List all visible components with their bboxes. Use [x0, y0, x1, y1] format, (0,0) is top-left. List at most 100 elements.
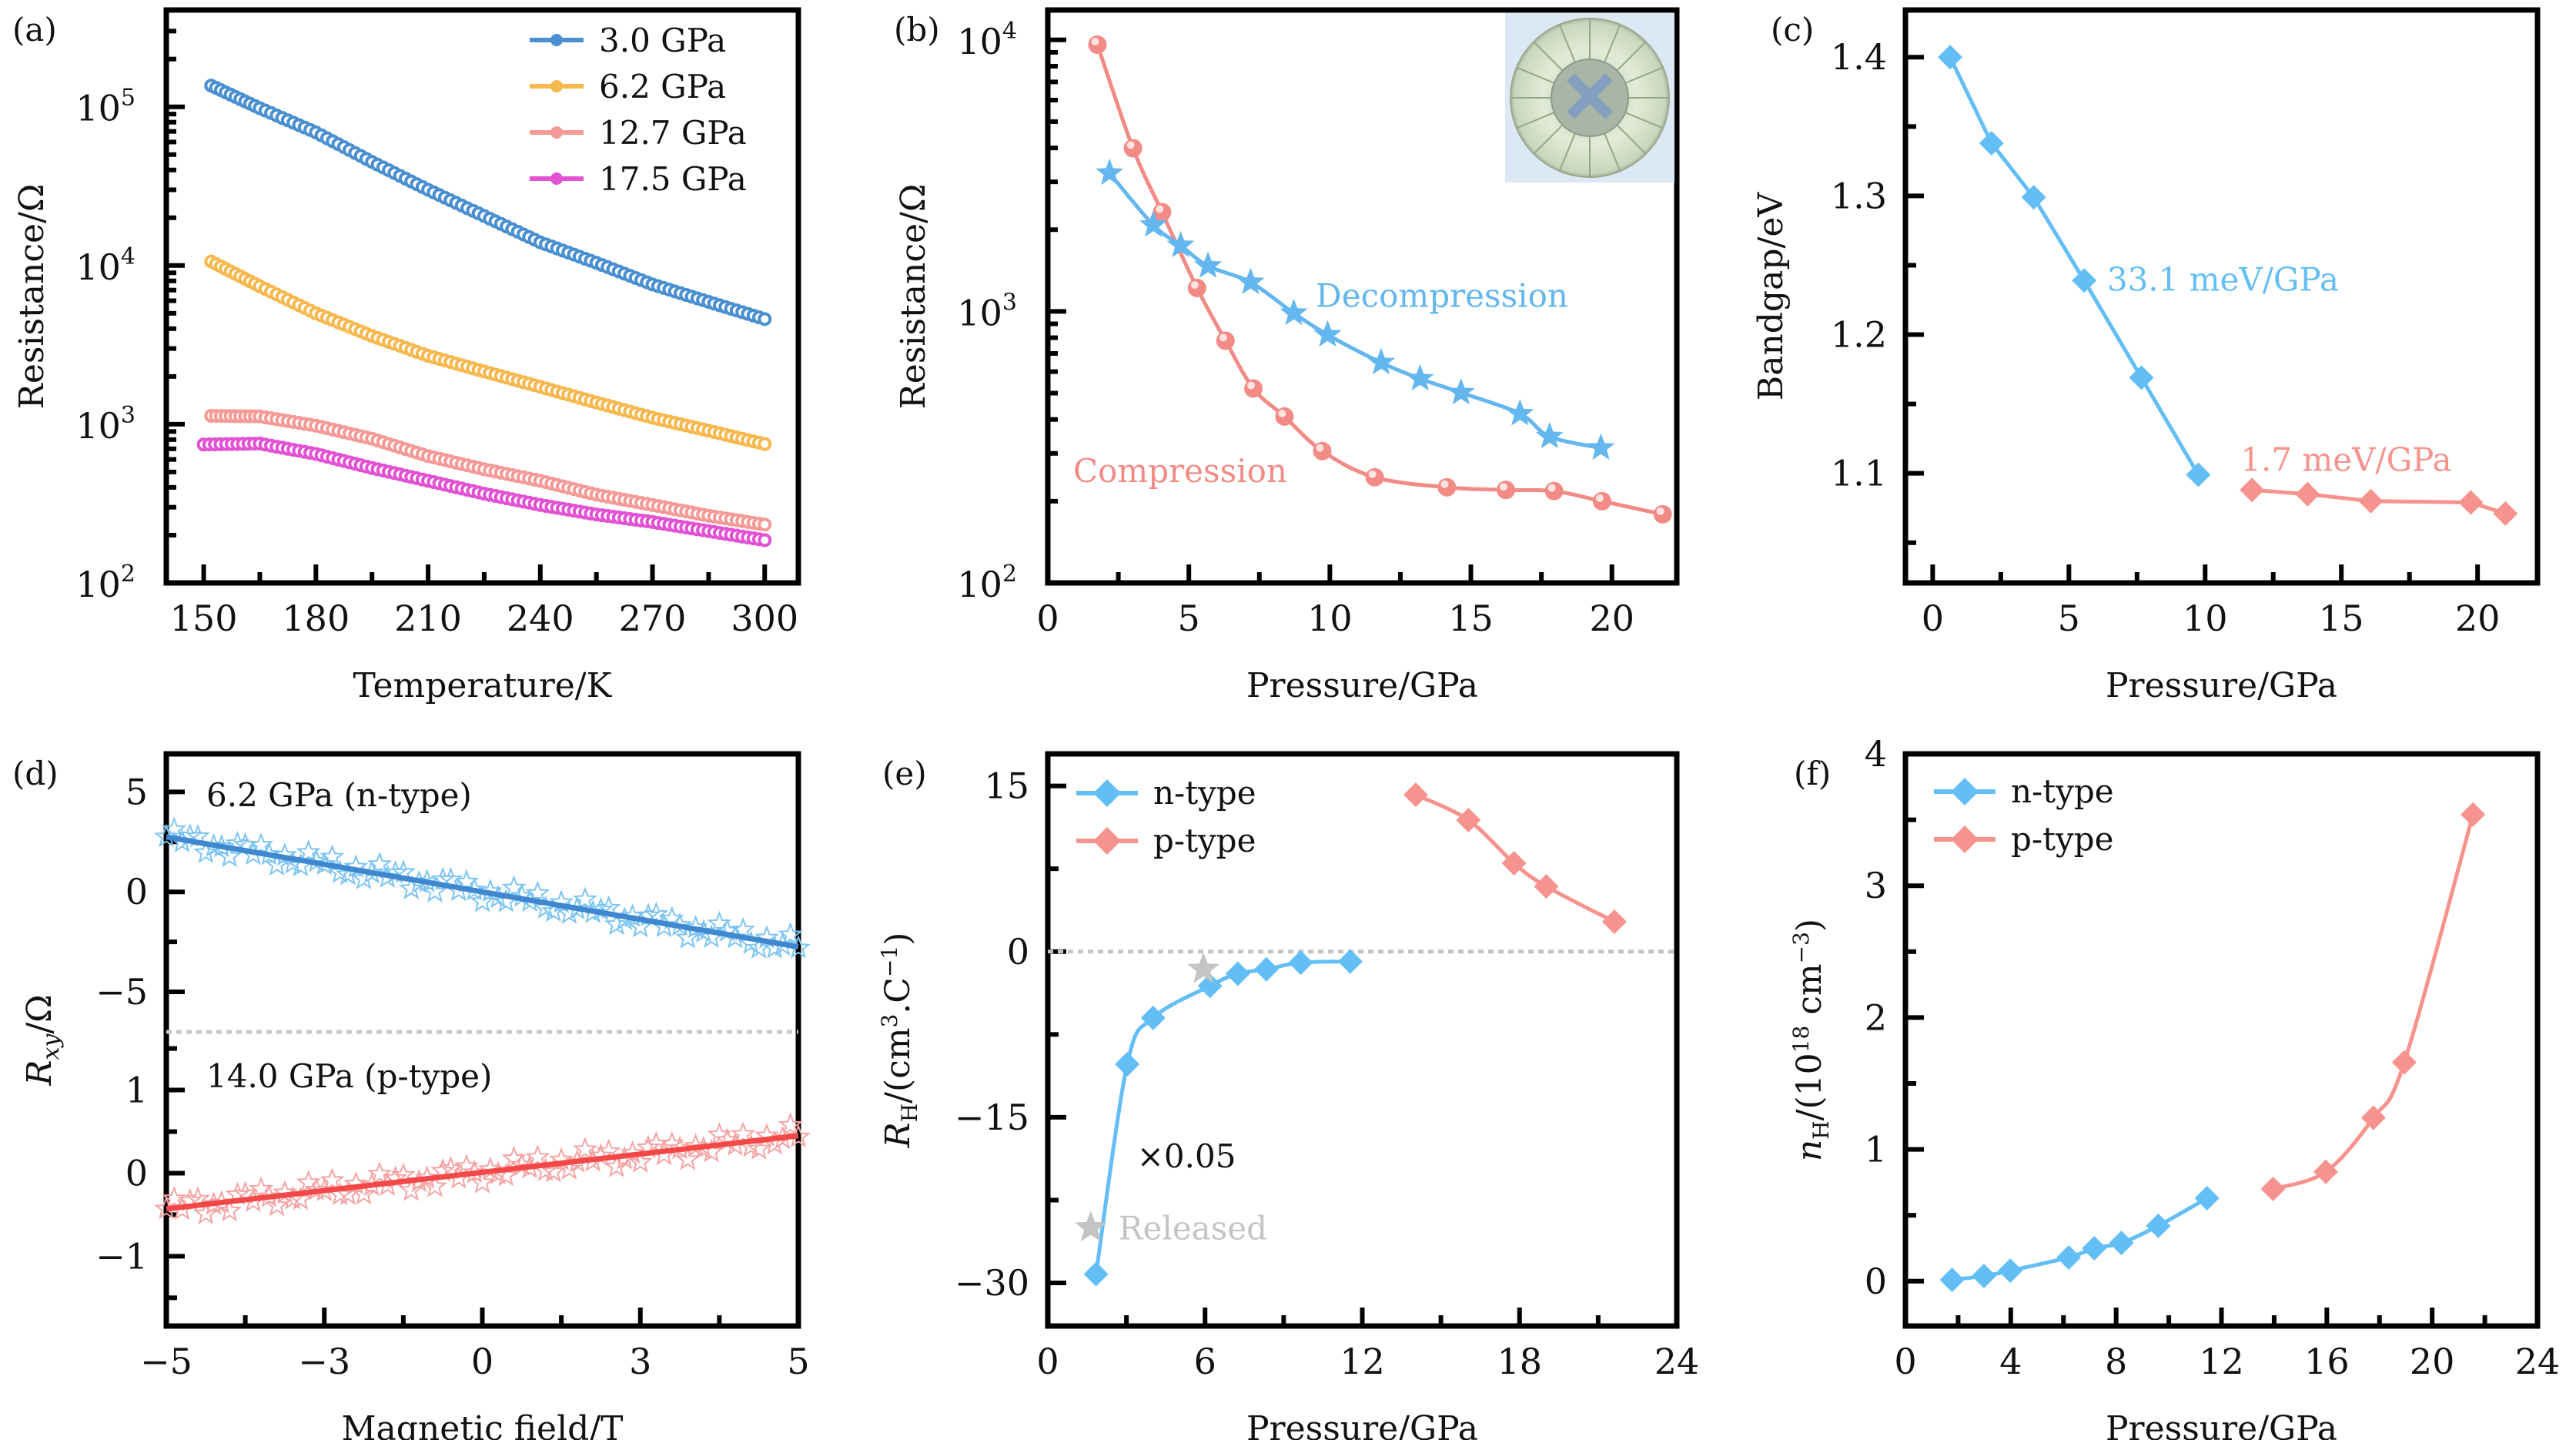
sphere-highlight [1316, 444, 1324, 452]
star-marker [1236, 267, 1265, 294]
diamond-marker [2021, 185, 2046, 210]
diamond-marker [1337, 949, 1363, 974]
x-tick-label: 300 [731, 598, 798, 639]
diamond-marker [2056, 1244, 2082, 1270]
data-star [667, 912, 693, 936]
data-star [351, 866, 376, 889]
x-tick-label: 10 [2183, 598, 2228, 639]
data-star [319, 1167, 345, 1191]
diamond-marker [2458, 490, 2484, 515]
panel-label: (f) [1794, 755, 1831, 792]
diamond-marker [1456, 808, 1481, 833]
legend-label: 6.2 GPa [599, 68, 726, 105]
x-tick-label: 24 [1654, 1341, 1700, 1382]
diamond-marker [2295, 481, 2320, 507]
sphere-highlight [1126, 141, 1135, 149]
data-star [296, 839, 321, 863]
series-line [1952, 1196, 2208, 1282]
diamond-marker [1288, 950, 1313, 976]
diamond-marker [2072, 268, 2097, 293]
diamond-marker [2360, 1105, 2386, 1130]
y-tick-label: 0 [125, 1152, 148, 1194]
series-line [1948, 56, 2200, 476]
data-star [675, 1147, 701, 1170]
y-tick-label: 1.1 [1831, 453, 1887, 494]
annotation-slope-1: 1.7 meV/GPa [2240, 441, 2451, 479]
axes-frame [163, 751, 801, 1329]
diamond-marker [2240, 477, 2265, 503]
x-tick-label: 270 [619, 598, 687, 639]
series-n-type [1939, 1185, 2220, 1293]
axes-frame [1045, 7, 1680, 586]
y-tick-label: 1 [1865, 1129, 1887, 1170]
data-star [778, 1112, 803, 1137]
legend-label: 12.7 GPa [599, 114, 747, 152]
series-p-type [1403, 782, 1627, 935]
y-tick-label: −1 [95, 1235, 148, 1277]
data-star [462, 1159, 487, 1184]
subplot-label: 14.0 GPa (p-type) [206, 1057, 492, 1095]
x-axis-label: Pressure/GPa [2106, 1409, 2337, 1440]
y-tick-label: 15 [984, 765, 1029, 807]
panel-d: −5 −3 0 3 5 5 0 −5 6.2 GPa (n-type) 1 0 −1 14.0 GPa … [12, 751, 811, 1440]
diamond-marker [1115, 1052, 1140, 1077]
diamond-marker [1601, 909, 1627, 935]
data-star [675, 925, 701, 949]
legend-marker [1093, 827, 1121, 855]
data-star [627, 913, 653, 938]
diamond-marker [2313, 1159, 2338, 1184]
data-star [249, 832, 274, 856]
diamond-marker [1253, 956, 1279, 982]
y-axis-label: Bandgap/eV [1751, 192, 1791, 400]
data-star [572, 886, 597, 910]
x-axis-label: Pressure/GPa [1246, 666, 1478, 705]
diamond-marker [2461, 802, 2486, 827]
electrode-line [1516, 66, 1555, 84]
x-tick-label: 15 [1448, 598, 1494, 639]
y-tick-label: 102 [957, 561, 1017, 605]
data-star [785, 1124, 811, 1148]
y-tick-label: 0 [125, 871, 148, 913]
star-marker [1096, 158, 1124, 186]
y-tick-label: 1.3 [1831, 175, 1887, 216]
y-tick-label: 1.4 [1831, 36, 1887, 78]
x-tick-label: 24 [2515, 1341, 2561, 1382]
data-star [217, 843, 243, 868]
sphere-highlight [1595, 494, 1604, 502]
series-low-pressure [1938, 45, 2211, 487]
y-tick-label: 1 [125, 1070, 148, 1111]
diamond-marker [2260, 1176, 2286, 1201]
data-point [758, 437, 772, 451]
diamond-marker [2082, 1235, 2107, 1261]
axes-frame [1902, 7, 2541, 586]
annotation-decompression: Decompression [1316, 276, 1568, 314]
sphere-highlight [1656, 507, 1664, 515]
y-tick-label: 104 [75, 243, 135, 288]
electrode-line [1604, 24, 1621, 63]
subplot-label: 6.2 GPa (n-type) [206, 776, 472, 814]
sample-crystal [1567, 73, 1613, 119]
star-marker [1194, 251, 1223, 278]
x-tick-label: 3 [629, 1341, 651, 1382]
panel-label: (b) [894, 11, 940, 49]
y-tick-label: −5 [95, 971, 148, 1013]
diamond-marker [1140, 1005, 1166, 1030]
x-axis-label: Pressure/GPa [1246, 1409, 1478, 1440]
diamond-marker [1979, 130, 2004, 156]
fit-line [166, 1133, 799, 1212]
series-released [1074, 952, 1220, 1242]
series-decompression [1096, 158, 1615, 460]
electrode-line [1558, 24, 1576, 63]
x-tick-label: 6 [1194, 1341, 1216, 1382]
electrode-line [1616, 41, 1647, 72]
legend-marker [1951, 825, 1979, 853]
data-star [627, 1149, 653, 1173]
data-star [778, 922, 803, 946]
sphere-highlight [1278, 409, 1286, 417]
data-star [422, 879, 447, 903]
star-marker [1587, 433, 1615, 460]
x-tick-label: 20 [2410, 1341, 2455, 1382]
electrode-line [1604, 132, 1621, 172]
electrode-line [1616, 124, 1647, 155]
